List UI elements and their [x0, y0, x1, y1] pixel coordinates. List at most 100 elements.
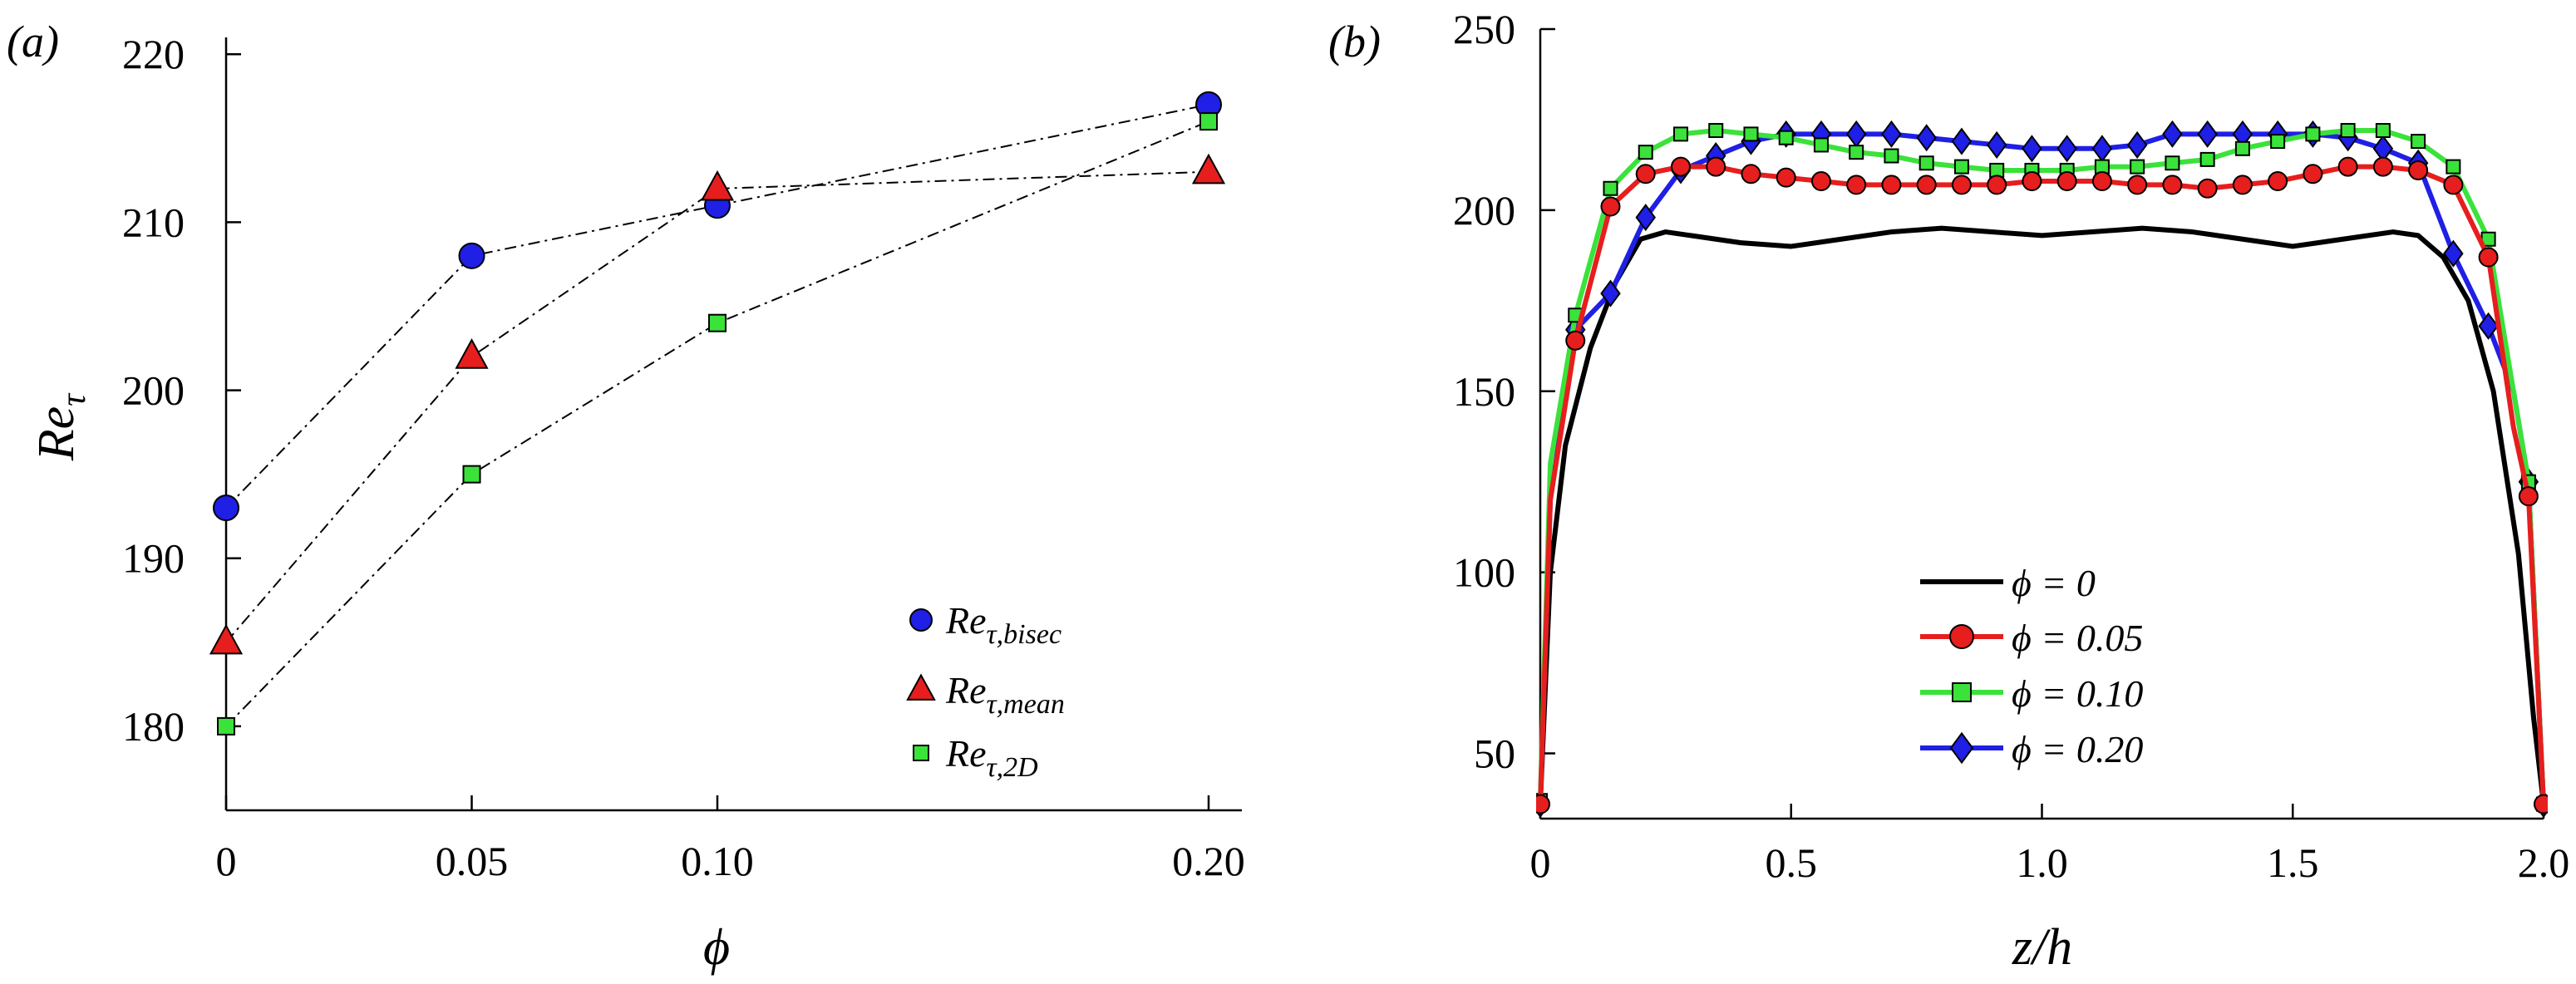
- y-tick-label: 150: [1453, 368, 1515, 415]
- data-point: [1918, 155, 1934, 171]
- data-point: [1536, 794, 1550, 814]
- legend-label-sub: τ,2D: [987, 752, 1039, 783]
- x-axis-label: ϕ: [703, 919, 730, 976]
- data-point: [2303, 164, 2323, 184]
- x-tick-label: 1.0: [2016, 839, 2068, 886]
- data-point: [455, 338, 489, 369]
- data-point: [2268, 171, 2288, 192]
- data-point: [1603, 180, 1618, 196]
- y-tick-label: 220: [122, 31, 185, 77]
- data-point: [2232, 175, 2253, 195]
- y-tick-label: 100: [1453, 549, 1515, 596]
- data-point: [2127, 175, 2148, 195]
- data-point: [2305, 126, 2321, 142]
- x-axis-label: z/h: [2012, 919, 2072, 976]
- data-point: [1845, 120, 1867, 148]
- data-point: [1813, 137, 1829, 153]
- data-point: [1600, 196, 1621, 217]
- y-tick-label: 190: [122, 535, 185, 582]
- data-point: [2199, 151, 2215, 167]
- data-point: [2197, 178, 2218, 199]
- x-tick-label: 0.5: [1766, 839, 1818, 886]
- data-point: [1986, 130, 2007, 159]
- data-point: [1635, 164, 1656, 184]
- data-point: [2372, 156, 2393, 177]
- x-tick-label: 1.5: [2267, 839, 2319, 886]
- x-tick-label: 2.0: [2518, 839, 2570, 886]
- legend-label: ϕ = 0: [2012, 562, 2096, 604]
- data-point: [2408, 160, 2429, 180]
- data-point: [209, 623, 244, 655]
- data-point: [2056, 171, 2077, 192]
- data-point: [700, 170, 735, 201]
- data-point: [2518, 486, 2539, 507]
- x-tick-label: 0.05: [436, 838, 509, 884]
- data-point: [1708, 123, 1724, 139]
- data-point: [708, 313, 727, 332]
- data-point: [1776, 167, 1796, 188]
- panel-label: (a): [7, 17, 59, 66]
- data-point: [1743, 126, 1759, 142]
- data-point: [2022, 135, 2042, 163]
- data-point: [2445, 159, 2461, 175]
- legend-marker: [1949, 624, 1974, 649]
- data-point: [213, 494, 239, 522]
- data-point: [2478, 247, 2499, 268]
- series-line: [1538, 225, 2546, 804]
- legend-label: Reτ,2D: [945, 732, 1038, 783]
- legend-label-base: Re: [945, 669, 987, 711]
- y-tick-label: 180: [122, 703, 185, 750]
- data-point: [2234, 140, 2250, 156]
- y-tick-label: 50: [1474, 731, 1515, 777]
- data-point: [1881, 175, 1902, 195]
- data-point: [2162, 175, 2183, 195]
- data-point: [217, 716, 235, 736]
- data-point: [458, 242, 485, 269]
- data-point: [1706, 156, 1726, 177]
- data-point: [2443, 239, 2464, 268]
- data-point: [1987, 175, 2007, 195]
- data-point: [2411, 134, 2426, 150]
- legend-label-sub: τ,bisec: [987, 619, 1062, 650]
- data-point: [1884, 148, 1899, 164]
- data-point: [1191, 153, 1226, 184]
- legend-label-base: Re: [945, 732, 987, 775]
- x-tick-label: 0.10: [681, 838, 754, 884]
- x-tick-label: 0.20: [1172, 838, 1245, 884]
- data-point: [1635, 204, 1656, 232]
- x-tick-label: 0: [1530, 839, 1551, 886]
- data-point: [1881, 120, 1902, 148]
- legend-label-base: Re: [945, 599, 987, 642]
- data-point: [2165, 155, 2180, 171]
- data-point: [2270, 134, 2286, 150]
- legend-label: Reτ,mean: [945, 669, 1065, 720]
- data-point: [2337, 156, 2358, 177]
- data-point: [2443, 175, 2464, 195]
- data-point: [1638, 145, 1653, 160]
- data-point: [1916, 124, 1937, 152]
- data-point: [1916, 175, 1937, 195]
- data-point: [2375, 123, 2391, 139]
- y-tick-label: 250: [1453, 6, 1515, 52]
- legend: ϕ = 0 ϕ = 0.05 ϕ = 0.10 ϕ = 0.20: [1920, 562, 2143, 770]
- data-point: [1565, 330, 1586, 351]
- y-axis-label-base: Re: [28, 406, 85, 461]
- series-line: [225, 170, 1209, 643]
- data-point: [1953, 159, 1969, 175]
- data-point: [1672, 126, 1688, 142]
- legend-label: ϕ = 0.05: [2012, 617, 2143, 659]
- y-axis-label-sub: τ: [55, 392, 93, 406]
- y-tick-label: 210: [122, 199, 185, 245]
- y-axis-label: Reτ: [28, 392, 93, 461]
- legend-marker: [913, 745, 929, 761]
- data-point: [1199, 112, 1218, 131]
- data-point: [1846, 175, 1867, 195]
- data-point: [2022, 171, 2042, 192]
- panel-label: (b): [1328, 17, 1381, 66]
- data-point: [1951, 175, 1972, 195]
- legend-label: Reτ,bisec: [945, 599, 1061, 650]
- legend-label: ϕ = 0.10: [2012, 672, 2143, 715]
- data-point: [2091, 135, 2113, 163]
